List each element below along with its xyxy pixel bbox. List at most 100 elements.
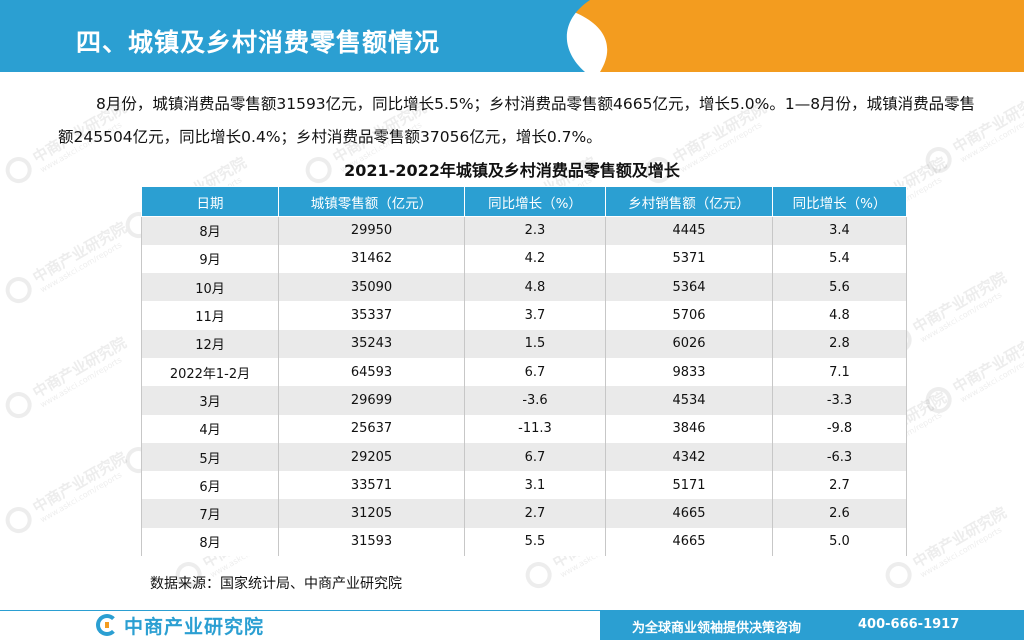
cell-rural-growth: 5.6 <box>772 273 907 302</box>
cell-rural-growth: -3.3 <box>772 386 907 415</box>
watermark-logo-icon <box>920 382 957 418</box>
watermark-url: www.askci.com/reports <box>38 470 124 525</box>
table-row: 11月 35337 3.7 5706 4.8 <box>141 301 907 330</box>
watermark-text: 中商产业研究院 <box>29 333 130 402</box>
cell-rural-sales: 9833 <box>605 357 773 387</box>
cell-urban-sales: 25637 <box>278 414 465 443</box>
cell-urban-sales: 33571 <box>278 471 465 500</box>
watermark-logo-icon <box>0 387 37 423</box>
logo-icon <box>96 614 118 636</box>
table-row: 3月 29699 -3.6 4534 -3.3 <box>141 386 907 415</box>
page-title: 四、城镇及乡村消费零售额情况 <box>76 28 441 57</box>
cell-urban-sales: 35243 <box>278 329 465 358</box>
intro-paragraph: 8月份，城镇消费品零售额31593亿元，同比增长5.5%；乡村消费品零售额466… <box>58 95 976 146</box>
footer-bar <box>600 611 1024 640</box>
watermark-url: www.askci.com/reports <box>38 355 124 410</box>
table-row: 7月 31205 2.7 4665 2.6 <box>141 499 907 528</box>
cell-date: 8月 <box>141 216 279 245</box>
table-body: 8月 29950 2.3 4445 3.4 9月 31462 4.2 5371 5.4 10月 350… <box>141 216 907 557</box>
cell-date: 5月 <box>141 442 279 472</box>
cell-urban-sales: 29699 <box>278 386 465 415</box>
watermark-url: www.askci.com/reports <box>918 290 1004 345</box>
logo-text: 中商产业研究院 <box>124 615 265 638</box>
cell-urban-growth: 6.7 <box>464 442 606 472</box>
watermark-text: 中商产业研究院 <box>949 328 1024 397</box>
cell-urban-growth: 2.3 <box>464 216 606 245</box>
cell-urban-growth: 4.8 <box>464 273 606 302</box>
cell-rural-sales: 5706 <box>605 301 773 330</box>
table-row: 2022年1-2月 64593 6.7 9833 7.1 <box>141 357 907 387</box>
cell-urban-growth: -11.3 <box>464 414 606 443</box>
watermark-url: www.askci.com/reports <box>38 240 124 295</box>
cell-urban-growth: -3.6 <box>464 386 606 415</box>
table-row: 12月 35243 1.5 6026 2.8 <box>141 329 907 358</box>
cell-urban-sales: 29950 <box>278 216 465 245</box>
cell-urban-sales: 35090 <box>278 273 465 302</box>
cell-rural-growth: 2.8 <box>772 329 907 358</box>
cell-urban-sales: 29205 <box>278 442 465 472</box>
header-date: 日期 <box>141 186 279 217</box>
cell-rural-growth: 7.1 <box>772 357 907 387</box>
table-header-row: 日期 城镇零售额（亿元） 同比增长（%） 乡村销售额（亿元） 同比增长（%） <box>141 186 907 217</box>
cell-urban-growth: 6.7 <box>464 357 606 387</box>
footer-logo: 中商产业研究院 <box>96 612 264 638</box>
cell-rural-sales: 3846 <box>605 414 773 443</box>
watermark-logo-icon <box>880 557 917 593</box>
footer-divider <box>0 610 1024 611</box>
cell-rural-growth: 5.4 <box>772 244 907 274</box>
table-row: 4月 25637 -11.3 3846 -9.8 <box>141 414 907 443</box>
data-source: 数据来源：国家统计局、中商产业研究院 <box>150 576 402 592</box>
table-row: 5月 29205 6.7 4342 -6.3 <box>141 442 907 472</box>
cell-rural-sales: 4445 <box>605 216 773 245</box>
cell-urban-sales: 35337 <box>278 301 465 330</box>
cell-date: 12月 <box>141 329 279 358</box>
table-row: 8月 31593 5.5 4665 5.0 <box>141 527 907 557</box>
cell-urban-sales: 31593 <box>278 527 465 557</box>
cell-rural-growth: 2.7 <box>772 471 907 500</box>
cell-rural-sales: 4342 <box>605 442 773 472</box>
header-urban-sales: 城镇零售额（亿元） <box>278 186 465 217</box>
cell-date: 10月 <box>141 273 279 302</box>
cell-rural-sales: 6026 <box>605 329 773 358</box>
cell-rural-sales: 5371 <box>605 244 773 274</box>
table-row: 9月 31462 4.2 5371 5.4 <box>141 244 907 274</box>
watermark-url: www.askci.com/reports <box>918 525 1004 580</box>
header-rural-sales: 乡村销售额（亿元） <box>605 186 773 217</box>
cell-date: 7月 <box>141 499 279 528</box>
cell-urban-growth: 2.7 <box>464 499 606 528</box>
cell-rural-sales: 4665 <box>605 499 773 528</box>
header-rural-growth: 同比增长（%） <box>772 186 907 217</box>
intro-text: 8月份，城镇消费品零售额31593亿元，同比增长5.5%；乡村消费品零售额466… <box>58 88 978 154</box>
watermark-logo-icon <box>0 502 37 538</box>
watermark-text: 中商产业研究院 <box>29 218 130 287</box>
footer-slogan: 为全球商业领袖提供决策咨询 <box>632 621 802 636</box>
header-urban-growth: 同比增长（%） <box>464 186 606 217</box>
cell-date: 8月 <box>141 527 279 557</box>
cell-date: 11月 <box>141 301 279 330</box>
cell-date: 3月 <box>141 386 279 415</box>
cell-rural-growth: 2.6 <box>772 499 907 528</box>
cell-rural-growth: -6.3 <box>772 442 907 472</box>
cell-urban-growth: 3.1 <box>464 471 606 500</box>
header-banner: 四、城镇及乡村消费零售额情况 <box>0 0 1024 72</box>
cell-rural-growth: 4.8 <box>772 301 907 330</box>
table-row: 6月 33571 3.1 5171 2.7 <box>141 471 907 500</box>
cell-urban-sales: 31205 <box>278 499 465 528</box>
table-row: 8月 29950 2.3 4445 3.4 <box>141 216 907 245</box>
table-title: 2021-2022年城镇及乡村消费品零售额及增长 <box>344 161 680 180</box>
retail-sales-table: 日期 城镇零售额（亿元） 同比增长（%） 乡村销售额（亿元） 同比增长（%） 8… <box>141 186 907 557</box>
cell-urban-growth: 5.5 <box>464 527 606 557</box>
cell-date: 4月 <box>141 414 279 443</box>
cell-urban-growth: 4.2 <box>464 244 606 274</box>
watermark-url: www.askci.com/reports <box>958 350 1024 405</box>
watermark-logo-icon <box>0 272 37 308</box>
cell-rural-sales: 5171 <box>605 471 773 500</box>
cell-rural-sales: 4534 <box>605 386 773 415</box>
cell-rural-sales: 5364 <box>605 273 773 302</box>
cell-date: 9月 <box>141 244 279 274</box>
header-background <box>0 0 1024 72</box>
